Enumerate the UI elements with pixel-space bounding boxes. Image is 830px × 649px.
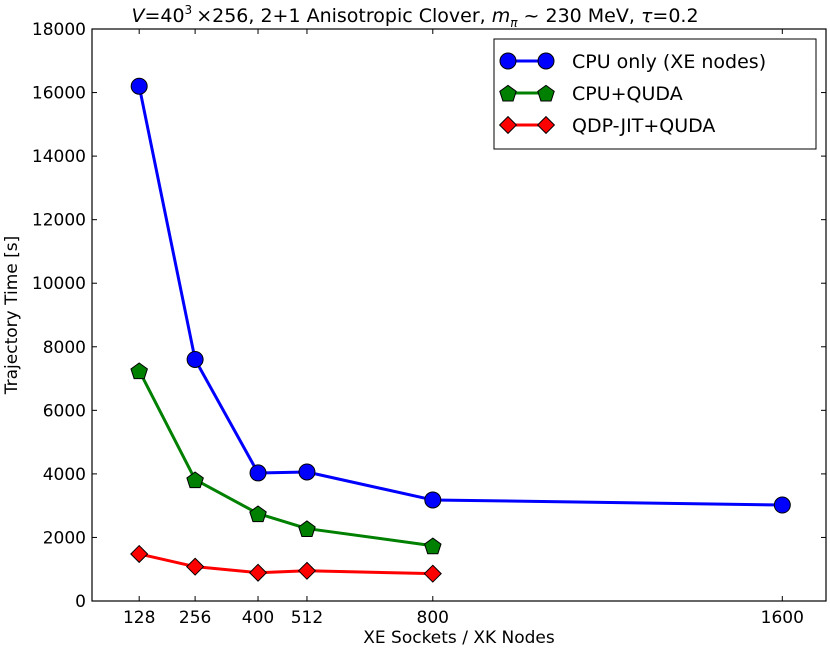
data-point-diamond — [297, 561, 317, 580]
y-tick-label: 12000 — [32, 211, 86, 231]
y-tick-label: 2000 — [43, 528, 86, 548]
x-tick-label: 256 — [179, 608, 211, 628]
data-point-diamond — [423, 564, 442, 583]
legend-marker-pentagon — [499, 84, 517, 102]
series-line-diamond — [138, 552, 433, 576]
data-point-diamond — [130, 544, 149, 564]
legend-label: CPU only (XE nodes) — [572, 51, 766, 73]
data-point-circle — [424, 491, 442, 509]
y-tick-label: 14000 — [32, 147, 86, 167]
series-0 — [130, 77, 791, 514]
data-point-circle — [186, 350, 204, 368]
series-1 — [130, 362, 442, 555]
data-point-circle — [249, 464, 267, 482]
series-line-circle — [137, 85, 783, 507]
series-2 — [130, 544, 442, 583]
data-point-diamond — [248, 563, 268, 582]
series-line-pentagon — [137, 369, 433, 548]
plot-area-frame — [91, 28, 827, 602]
data-point-circle — [773, 496, 791, 514]
legend-label: CPU+QUDA — [572, 83, 683, 105]
legend-marker-diamond — [498, 115, 518, 135]
x-tick-label: 1600 — [761, 608, 804, 628]
x-tick-label: 512 — [291, 608, 323, 628]
y-axis-label: Trajectory Time [s] — [2, 236, 22, 395]
chart-title: V=403 ×256, 2+1 Anisotropic Clover, mπ ~ … — [131, 3, 698, 30]
data-point-pentagon — [423, 537, 442, 555]
y-tick-label: 4000 — [43, 465, 86, 485]
x-tick-label: 800 — [417, 608, 449, 628]
legend-label: QDP-JIT+QUDA — [572, 115, 715, 137]
data-point-pentagon — [249, 505, 267, 523]
legend-marker-pentagon — [537, 84, 555, 102]
data-point-pentagon — [298, 520, 316, 538]
data-point-pentagon — [186, 471, 204, 489]
legend-marker-circle — [537, 52, 555, 70]
x-tick-label: 400 — [242, 608, 274, 628]
x-tick-label: 128 — [123, 608, 155, 628]
data-point-pentagon — [130, 362, 148, 380]
data-point-circle — [298, 463, 316, 481]
data-point-diamond — [186, 557, 205, 576]
x-axis-label: XE Sockets / XK Nodes — [363, 628, 555, 648]
y-tick-label: 16000 — [32, 84, 86, 104]
y-tick-label: 8000 — [43, 338, 86, 358]
legend-marker-circle — [499, 52, 517, 70]
y-tick-label: 18000 — [32, 20, 86, 40]
data-point-circle — [130, 77, 148, 95]
y-tick-label: 10000 — [32, 274, 86, 294]
y-tick-label: 6000 — [43, 401, 86, 421]
y-tick-label: 0 — [75, 592, 86, 612]
legend-marker-diamond — [536, 115, 556, 135]
